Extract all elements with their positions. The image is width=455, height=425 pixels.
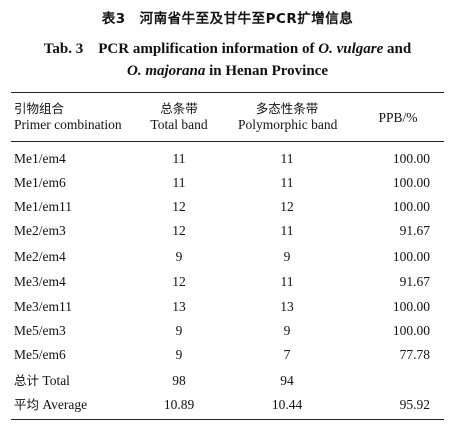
total-cell: 12 bbox=[172, 199, 186, 214]
species-name-majorana: O. majorana bbox=[126, 63, 206, 79]
poly-cell: 9 bbox=[283, 249, 291, 264]
total-cell: 11 bbox=[172, 151, 186, 166]
bottom-rule bbox=[11, 419, 444, 420]
total-label: 总计 Total bbox=[14, 374, 70, 388]
total-cell: 9 bbox=[175, 323, 183, 338]
total-cell: 9 bbox=[175, 249, 183, 264]
total-label-cn: 总计 bbox=[14, 373, 40, 388]
table-title-chinese: 表3 河南省牛至及甘牛至PCR扩增信息 bbox=[101, 11, 354, 27]
header-poly: 多态性条带 Polymorphic band bbox=[238, 101, 338, 134]
ppb-cell: 100.00 bbox=[392, 175, 430, 190]
total-label-en: Total bbox=[42, 373, 70, 388]
top-rule bbox=[11, 92, 444, 93]
title-suffix: in Henan Province bbox=[205, 63, 328, 79]
header-primer-cn: 引物组合 bbox=[14, 101, 65, 116]
poly-cell: 11 bbox=[280, 151, 294, 166]
ppb-cell: 95.92 bbox=[399, 397, 430, 412]
header-total: 总条带 Total band bbox=[149, 101, 209, 134]
primer-cell: Me3/em4 bbox=[14, 274, 66, 289]
species-name-vulgare: O. vulgare bbox=[318, 41, 384, 57]
header-primer-en: Primer combination bbox=[14, 116, 122, 132]
total-cell: 10.89 bbox=[163, 397, 195, 412]
poly-cell: 10.44 bbox=[271, 397, 303, 412]
ppb-cell: 100.00 bbox=[392, 323, 430, 338]
average-label-en: Average bbox=[42, 397, 88, 412]
header-ppb: PPB/% bbox=[366, 110, 430, 127]
average-label: 平均 Average bbox=[14, 398, 87, 412]
total-cell: 13 bbox=[172, 299, 186, 314]
ppb-cell: 91.67 bbox=[399, 223, 430, 238]
primer-cell: Me1/em11 bbox=[14, 199, 72, 214]
total-cell: 11 bbox=[172, 175, 186, 190]
poly-cell: 12 bbox=[280, 199, 294, 214]
total-cell: 9 bbox=[175, 347, 183, 362]
poly-cell: 13 bbox=[280, 299, 294, 314]
average-label-cn: 平均 bbox=[14, 397, 40, 412]
title-prefix: Tab. 3 PCR amplification information of bbox=[43, 41, 319, 57]
header-total-cn: 总条带 bbox=[160, 101, 198, 116]
poly-cell: 11 bbox=[280, 223, 294, 238]
primer-cell: Me3/em11 bbox=[14, 299, 72, 314]
title-and: and bbox=[383, 41, 412, 57]
header-ppb-en: PPB/% bbox=[378, 110, 418, 125]
poly-cell: 9 bbox=[283, 323, 291, 338]
total-cell: 12 bbox=[172, 223, 186, 238]
primer-cell: Me2/em3 bbox=[14, 223, 66, 238]
header-rule bbox=[11, 141, 444, 142]
total-cell: 98 bbox=[172, 373, 186, 388]
primer-cell: Me5/em3 bbox=[14, 323, 66, 338]
poly-cell: 94 bbox=[280, 373, 294, 388]
table-title-english-line2: O. majorana in Henan Province bbox=[0, 63, 455, 80]
ppb-cell: 77.78 bbox=[399, 347, 430, 362]
ppb-cell: 100.00 bbox=[392, 199, 430, 214]
poly-cell: 7 bbox=[283, 347, 291, 362]
primer-cell: Me5/em6 bbox=[14, 347, 66, 362]
header-poly-cn: 多态性条带 bbox=[255, 101, 319, 116]
header-poly-en: Polymorphic band bbox=[238, 116, 338, 132]
total-cell: 12 bbox=[172, 274, 186, 289]
ppb-cell: 100.00 bbox=[392, 249, 430, 264]
poly-cell: 11 bbox=[280, 175, 294, 190]
header-total-en: Total band bbox=[150, 116, 208, 132]
table-title-english-line1: Tab. 3 PCR amplification information of … bbox=[0, 37, 455, 58]
poly-cell: 11 bbox=[280, 274, 294, 289]
primer-cell: Me1/em6 bbox=[14, 175, 66, 190]
ppb-cell: 100.00 bbox=[392, 151, 430, 166]
header-primer: 引物组合 Primer combination bbox=[14, 101, 122, 134]
primer-cell: Me1/em4 bbox=[14, 151, 66, 166]
ppb-cell: 91.67 bbox=[399, 274, 430, 289]
primer-cell: Me2/em4 bbox=[14, 249, 66, 264]
ppb-cell: 100.00 bbox=[392, 299, 430, 314]
